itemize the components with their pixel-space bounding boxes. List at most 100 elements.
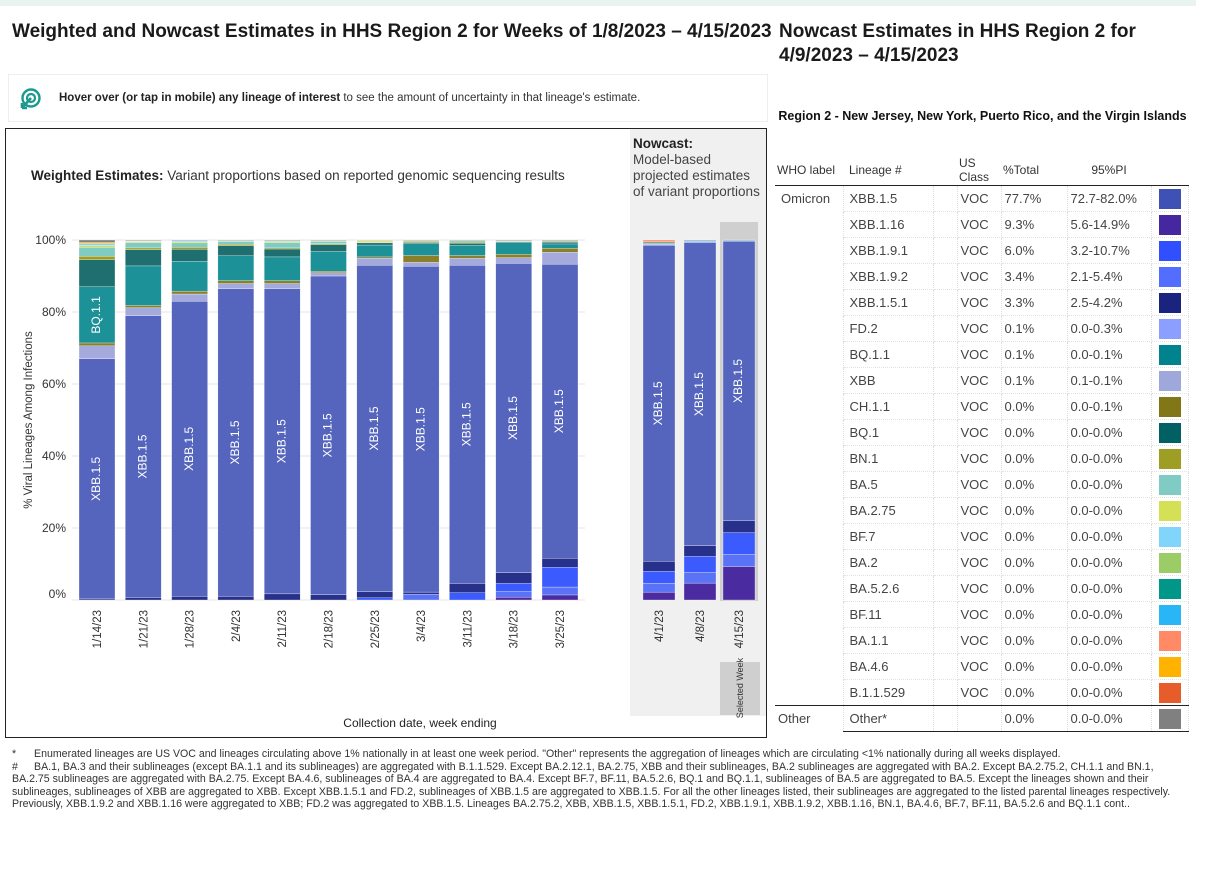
bar-segment-xbb[interactable]: [449, 258, 486, 266]
bar-segment-ba-5[interactable]: [78, 247, 116, 257]
bar-segment-bq-1[interactable]: [78, 259, 116, 287]
bar-segment-other[interactable]: [264, 239, 301, 241]
bar-segment-bq-1-1[interactable]: [449, 245, 486, 256]
table-row[interactable]: CH.1.1 VOC 0.0% 0.0-0.1%: [775, 393, 1189, 420]
bar-segment-xbb-1-9-2[interactable]: [541, 586, 579, 596]
table-row[interactable]: XBB.1.5.1 VOC 3.3% 2.5-4.2%: [775, 289, 1189, 316]
bar-segment-ch-1-1[interactable]: [356, 256, 393, 259]
table-row[interactable]: XBB.1.9.2 VOC 3.4% 2.1-5.4%: [775, 263, 1189, 290]
bar-segment-xbb-1-5-1[interactable]: [642, 561, 676, 572]
bar-segment-xbb-1-5-1[interactable]: [264, 593, 301, 601]
bar-segment-bn-1[interactable]: [310, 243, 347, 245]
bar-segment-ba-2-75[interactable]: [78, 245, 116, 248]
bar-segment-other[interactable]: [402, 239, 440, 241]
table-row[interactable]: B.1.1.529 VOC 0.0% 0.0-0.0%: [775, 679, 1189, 706]
bar-segment-xbb-1-5-1[interactable]: [356, 591, 393, 598]
bar-segment-xbb-1-5-1[interactable]: [495, 572, 532, 584]
bar-segment-xbb-1-5[interactable]: [722, 240, 756, 521]
bar-segment-xbb[interactable]: [310, 272, 347, 277]
bar-segment-xbb-1-9-1[interactable]: [495, 583, 532, 592]
bar-segment-ba-5[interactable]: [125, 242, 162, 249]
bar-segment-bf-7[interactable]: [171, 240, 208, 242]
bar-segment-xbb-1-16[interactable]: [683, 582, 717, 601]
bar-segment-xbb[interactable]: [495, 257, 532, 264]
table-row[interactable]: XBB VOC 0.1% 0.1-0.1%: [775, 367, 1189, 394]
bar-segment-xbb-1-16[interactable]: [495, 596, 532, 601]
bar-segment-xbb-1-5[interactable]: [217, 288, 255, 597]
bar-segment-xbb-1-5[interactable]: [541, 263, 579, 559]
bar-segment-ch-1-1[interactable]: [264, 280, 301, 284]
bar-segment-bq-1[interactable]: [541, 242, 579, 245]
bar-segment-other[interactable]: [449, 239, 486, 241]
bar-segment-bq-1-1[interactable]: [722, 239, 756, 241]
bar-segment-ba-2-75[interactable]: [264, 241, 301, 243]
bar-segment-bq-1-1[interactable]: [310, 251, 347, 272]
table-row[interactable]: BA.5 VOC 0.0% 0.0-0.0%: [775, 471, 1189, 498]
bar-segment-xbb-1-5-1[interactable]: [125, 597, 162, 601]
bar-segment-bq-1-1[interactable]: [356, 244, 393, 258]
bar-segment-bq-1[interactable]: [264, 248, 301, 258]
bar-segment-xbb[interactable]: [356, 258, 393, 266]
bar-segment-bq-1-1[interactable]: [683, 239, 717, 241]
bar-segment-xbb-1-9-2[interactable]: [683, 572, 717, 584]
table-row[interactable]: FD.2 VOC 0.1% 0.0-0.3%: [775, 315, 1189, 342]
bar-segment-bq-1-1[interactable]: [495, 242, 532, 255]
bar-segment-bq-1[interactable]: [310, 244, 347, 252]
bar-segment-xbb[interactable]: [402, 262, 440, 267]
table-row[interactable]: BQ.1 VOC 0.0% 0.0-0.0%: [775, 419, 1189, 446]
bar-segment-ba-4-6[interactable]: [78, 242, 116, 244]
bar-segment-xbb-1-16[interactable]: [541, 594, 579, 601]
bar-segment-bq-1-1[interactable]: [541, 243, 579, 249]
table-row[interactable]: Omicron XBB.1.5 VOC 77.7% 72.7-82.0%: [775, 185, 1189, 212]
bar-segment-xbb-1-9-1[interactable]: [642, 571, 676, 584]
bar-segment-xbb[interactable]: [683, 240, 717, 242]
table-row[interactable]: BF.11 VOC 0.0% 0.0-0.0%: [775, 601, 1189, 628]
bar-segment-bn-1[interactable]: [78, 256, 116, 260]
bar-segment-xbb-1-16[interactable]: [642, 591, 676, 601]
bar-segment-other[interactable]: [171, 239, 208, 241]
bar-segment-xbb-1-5[interactable]: [264, 288, 301, 595]
bar-segment-ch-1-1[interactable]: [78, 342, 116, 346]
bar-segment-xbb-1-9-2[interactable]: [495, 591, 532, 598]
bar-segment-bq-1[interactable]: [402, 242, 440, 244]
bar-segment-xbb-1-9-2[interactable]: [642, 582, 676, 593]
bar-segment-bn-1[interactable]: [402, 241, 440, 243]
bar-segment-xbb[interactable]: [125, 307, 162, 316]
bar-segment-xbb-1-5[interactable]: [642, 245, 676, 562]
bar-segment-xbb-1-5[interactable]: [310, 275, 347, 595]
bar-segment-other[interactable]: [125, 239, 162, 241]
bar-segment-bn-1[interactable]: [125, 247, 162, 250]
bar-segment-xbb-1-5-1[interactable]: [541, 558, 579, 568]
bar-segment-xbb-1-5-1[interactable]: [683, 545, 717, 557]
bar-segment-xbb[interactable]: [642, 243, 676, 245]
bar-segment-ba-5[interactable]: [171, 242, 208, 248]
bar-segment-ba-4-6[interactable]: [356, 239, 393, 241]
bar-segment-ch-1-1[interactable]: [125, 305, 162, 308]
bar-segment-ba-2-75[interactable]: [171, 241, 208, 244]
bar-segment-ch-1-1[interactable]: [171, 290, 208, 295]
bar-segment-xbb-1-5[interactable]: [171, 301, 208, 597]
bar-segment-xbb-1-5[interactable]: [78, 358, 116, 600]
table-row[interactable]: BA.2 VOC 0.0% 0.0-0.0%: [775, 549, 1189, 576]
bar-segment-xbb-1-9-1[interactable]: [722, 532, 756, 555]
bar-segment-xbb-1-5[interactable]: [356, 265, 393, 592]
bar-segment-ch-1-1[interactable]: [495, 254, 532, 258]
bar-segment-bq-1-1[interactable]: [171, 261, 208, 292]
bar-segment-xbb-1-9-1[interactable]: [356, 597, 393, 601]
bar-segment-xbb-1-9-2[interactable]: [402, 594, 440, 601]
table-row[interactable]: XBB.1.9.1 VOC 6.0% 3.2-10.7%: [775, 237, 1189, 264]
bar-segment-ba-5[interactable]: [264, 242, 301, 249]
bar-segment-bq-1[interactable]: [125, 249, 162, 267]
bar-segment-xbb-1-5-1[interactable]: [78, 598, 116, 601]
bar-segment-bn-1[interactable]: [449, 242, 486, 244]
table-row[interactable]: BA.4.6 VOC 0.0% 0.0-0.0%: [775, 653, 1189, 680]
table-row[interactable]: BA.1.1 VOC 0.0% 0.0-0.0%: [775, 627, 1189, 654]
bar-segment-ba-5[interactable]: [217, 241, 255, 245]
bar-segment-xbb-1-5-1[interactable]: [217, 596, 255, 601]
bar-segment-xbb-1-5-1[interactable]: [171, 596, 208, 601]
bar-segment-xbb-1-5-1[interactable]: [449, 583, 486, 593]
bar-segment-bq-1[interactable]: [217, 245, 255, 256]
bar-segment-ch-1-1[interactable]: [541, 248, 579, 253]
bar-segment-xbb-1-5-1[interactable]: [310, 594, 347, 601]
bar-segment-xbb-1-9-1[interactable]: [683, 556, 717, 573]
